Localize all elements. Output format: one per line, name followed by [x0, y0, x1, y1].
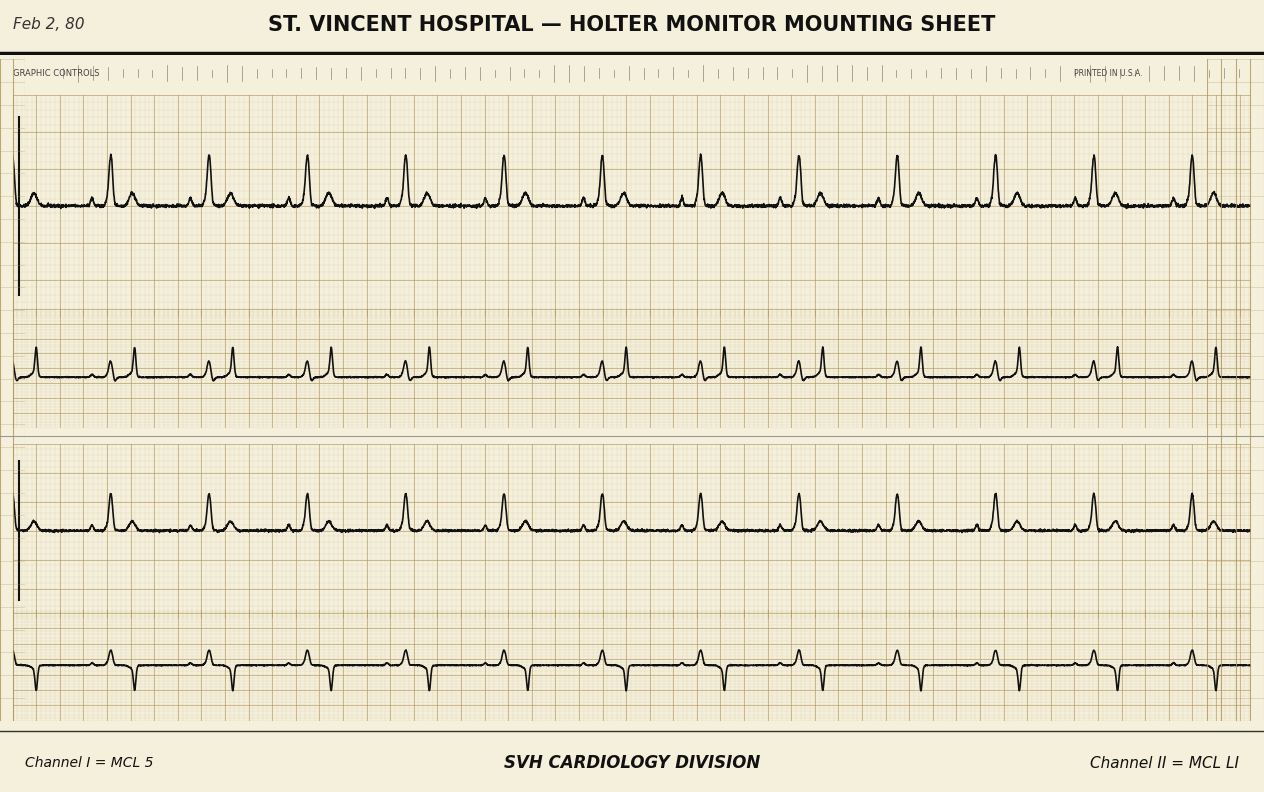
Text: Channel I = MCL 5: Channel I = MCL 5 [25, 756, 154, 771]
Text: Channel II = MCL LI: Channel II = MCL LI [1090, 756, 1239, 771]
Text: PRINTED IN U.S.A.: PRINTED IN U.S.A. [1074, 69, 1143, 78]
Text: SVH CARDIOLOGY DIVISION: SVH CARDIOLOGY DIVISION [504, 755, 760, 772]
Text: Feb 2, 80: Feb 2, 80 [13, 17, 85, 32]
Text: ST. VINCENT HOSPITAL — HOLTER MONITOR MOUNTING SHEET: ST. VINCENT HOSPITAL — HOLTER MONITOR MO… [268, 15, 996, 35]
Text: GRAPHIC CONTROLS: GRAPHIC CONTROLS [13, 69, 99, 78]
